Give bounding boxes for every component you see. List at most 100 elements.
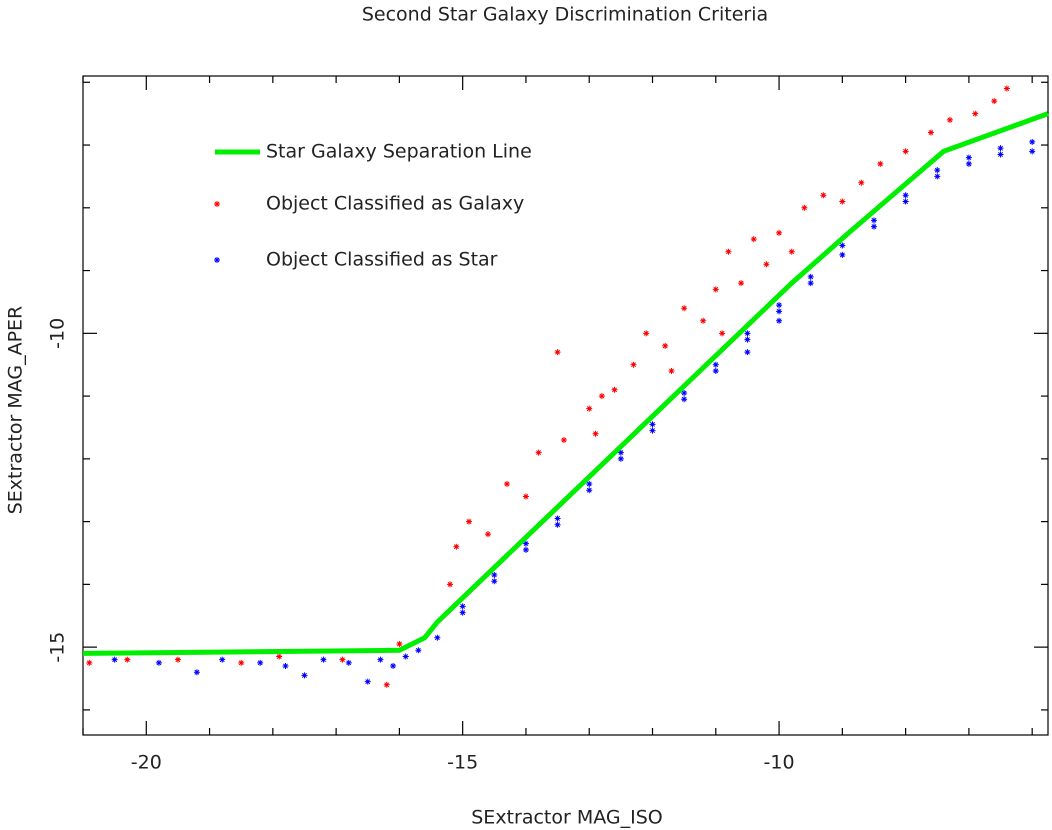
scatter-point xyxy=(997,145,1004,152)
scatter-point xyxy=(700,317,707,324)
scatter-point xyxy=(377,656,384,663)
scatter-point xyxy=(807,280,814,287)
x-tick-label: -15 xyxy=(447,752,478,774)
scatter-point xyxy=(219,656,226,663)
scatter-point xyxy=(484,531,491,538)
y-axis-label: SExtractor MAG_APER xyxy=(5,306,27,515)
scatter-point xyxy=(649,421,656,428)
scatter-point xyxy=(712,367,719,374)
scatter-point xyxy=(972,110,979,117)
scatter-point xyxy=(801,204,808,211)
scatter-point xyxy=(744,336,751,343)
y-tick-label: -10 xyxy=(47,318,69,349)
scatter-point xyxy=(86,659,93,666)
scatter-point xyxy=(434,634,441,641)
scatter-point xyxy=(870,223,877,230)
scatter-point xyxy=(681,396,688,403)
scatter-point xyxy=(902,192,909,199)
scatter-point xyxy=(554,515,561,522)
scatter-point xyxy=(617,449,624,456)
scatter-point xyxy=(560,437,567,444)
scatter-point xyxy=(535,449,542,456)
scatter-point xyxy=(257,659,264,666)
x-tick-label: -20 xyxy=(131,752,162,774)
scatter-point xyxy=(586,487,593,494)
scatter-point xyxy=(744,349,751,356)
scatter-point xyxy=(820,192,827,199)
scatter-point xyxy=(383,681,390,688)
scatter-point xyxy=(902,198,909,205)
chart-title: Second Star Galaxy Discrimination Criter… xyxy=(362,4,768,26)
scatter-point xyxy=(776,317,783,324)
scatter-point xyxy=(491,578,498,585)
scatter-point xyxy=(934,167,941,174)
scatter-point xyxy=(858,179,865,186)
scatter-point xyxy=(744,330,751,337)
scatter-point xyxy=(839,251,846,258)
scatter-point xyxy=(155,659,162,666)
scatter-point xyxy=(1003,85,1010,92)
scatter-point xyxy=(839,198,846,205)
scatter-point xyxy=(345,659,352,666)
y-tick-label: -15 xyxy=(47,632,69,663)
x-tick-label: -10 xyxy=(764,752,795,774)
legend-label: Object Classified as Galaxy xyxy=(266,193,524,215)
scatter-point xyxy=(447,581,454,588)
scatter-point xyxy=(927,129,934,136)
scatter-point xyxy=(668,367,675,374)
scatter-point xyxy=(503,480,510,487)
scatter-point xyxy=(946,116,953,123)
scatter-point xyxy=(339,656,346,663)
scatter-point xyxy=(111,656,118,663)
scatter-point xyxy=(611,386,618,393)
scatter-point xyxy=(738,280,745,287)
scatter-point xyxy=(750,236,757,243)
scatter-point xyxy=(776,302,783,309)
scatter-point xyxy=(712,361,719,368)
scatter-point xyxy=(301,672,308,679)
scatter-point xyxy=(453,543,460,550)
separation-line xyxy=(82,111,1049,656)
scatter-point xyxy=(617,455,624,462)
scatter-point xyxy=(459,609,466,616)
scatter-point xyxy=(877,160,884,167)
scatter-point xyxy=(282,662,289,669)
scatter-point xyxy=(390,662,397,669)
scatter-point xyxy=(276,653,283,660)
scatter-point xyxy=(997,151,1004,158)
scatter-point xyxy=(649,427,656,434)
scatter-point xyxy=(522,546,529,553)
scatter-point xyxy=(776,308,783,315)
scatter-point xyxy=(1029,148,1036,155)
scatter-point xyxy=(719,330,726,337)
legend-label: Object Classified as Star xyxy=(266,249,498,271)
plot-frame xyxy=(82,75,1049,736)
scatter-point xyxy=(320,656,327,663)
scatter-point xyxy=(681,305,688,312)
scatter-point xyxy=(396,640,403,647)
scatter-point xyxy=(712,286,719,293)
scatter-point xyxy=(598,393,605,400)
scatter-point xyxy=(965,160,972,167)
scatter-point xyxy=(725,248,732,255)
scatter-point xyxy=(124,656,131,663)
scatter-point xyxy=(643,330,650,337)
scatter-point xyxy=(934,173,941,180)
scatter-point xyxy=(681,389,688,396)
scatter-point xyxy=(415,647,422,654)
scatter-point xyxy=(788,248,795,255)
scatter-point xyxy=(1029,138,1036,145)
scatter-point xyxy=(459,603,466,610)
scatter-point xyxy=(466,518,472,525)
scatter-point xyxy=(586,480,593,487)
scatter-point xyxy=(193,669,200,676)
scatter-point xyxy=(965,154,972,161)
scatter-point xyxy=(763,261,770,268)
scatter-point xyxy=(174,656,181,663)
scatter-point xyxy=(364,678,371,685)
scatter-point xyxy=(554,349,561,356)
scatter-point xyxy=(662,342,669,349)
scatter-point xyxy=(592,430,599,437)
legend-label: Star Galaxy Separation Line xyxy=(266,141,532,163)
